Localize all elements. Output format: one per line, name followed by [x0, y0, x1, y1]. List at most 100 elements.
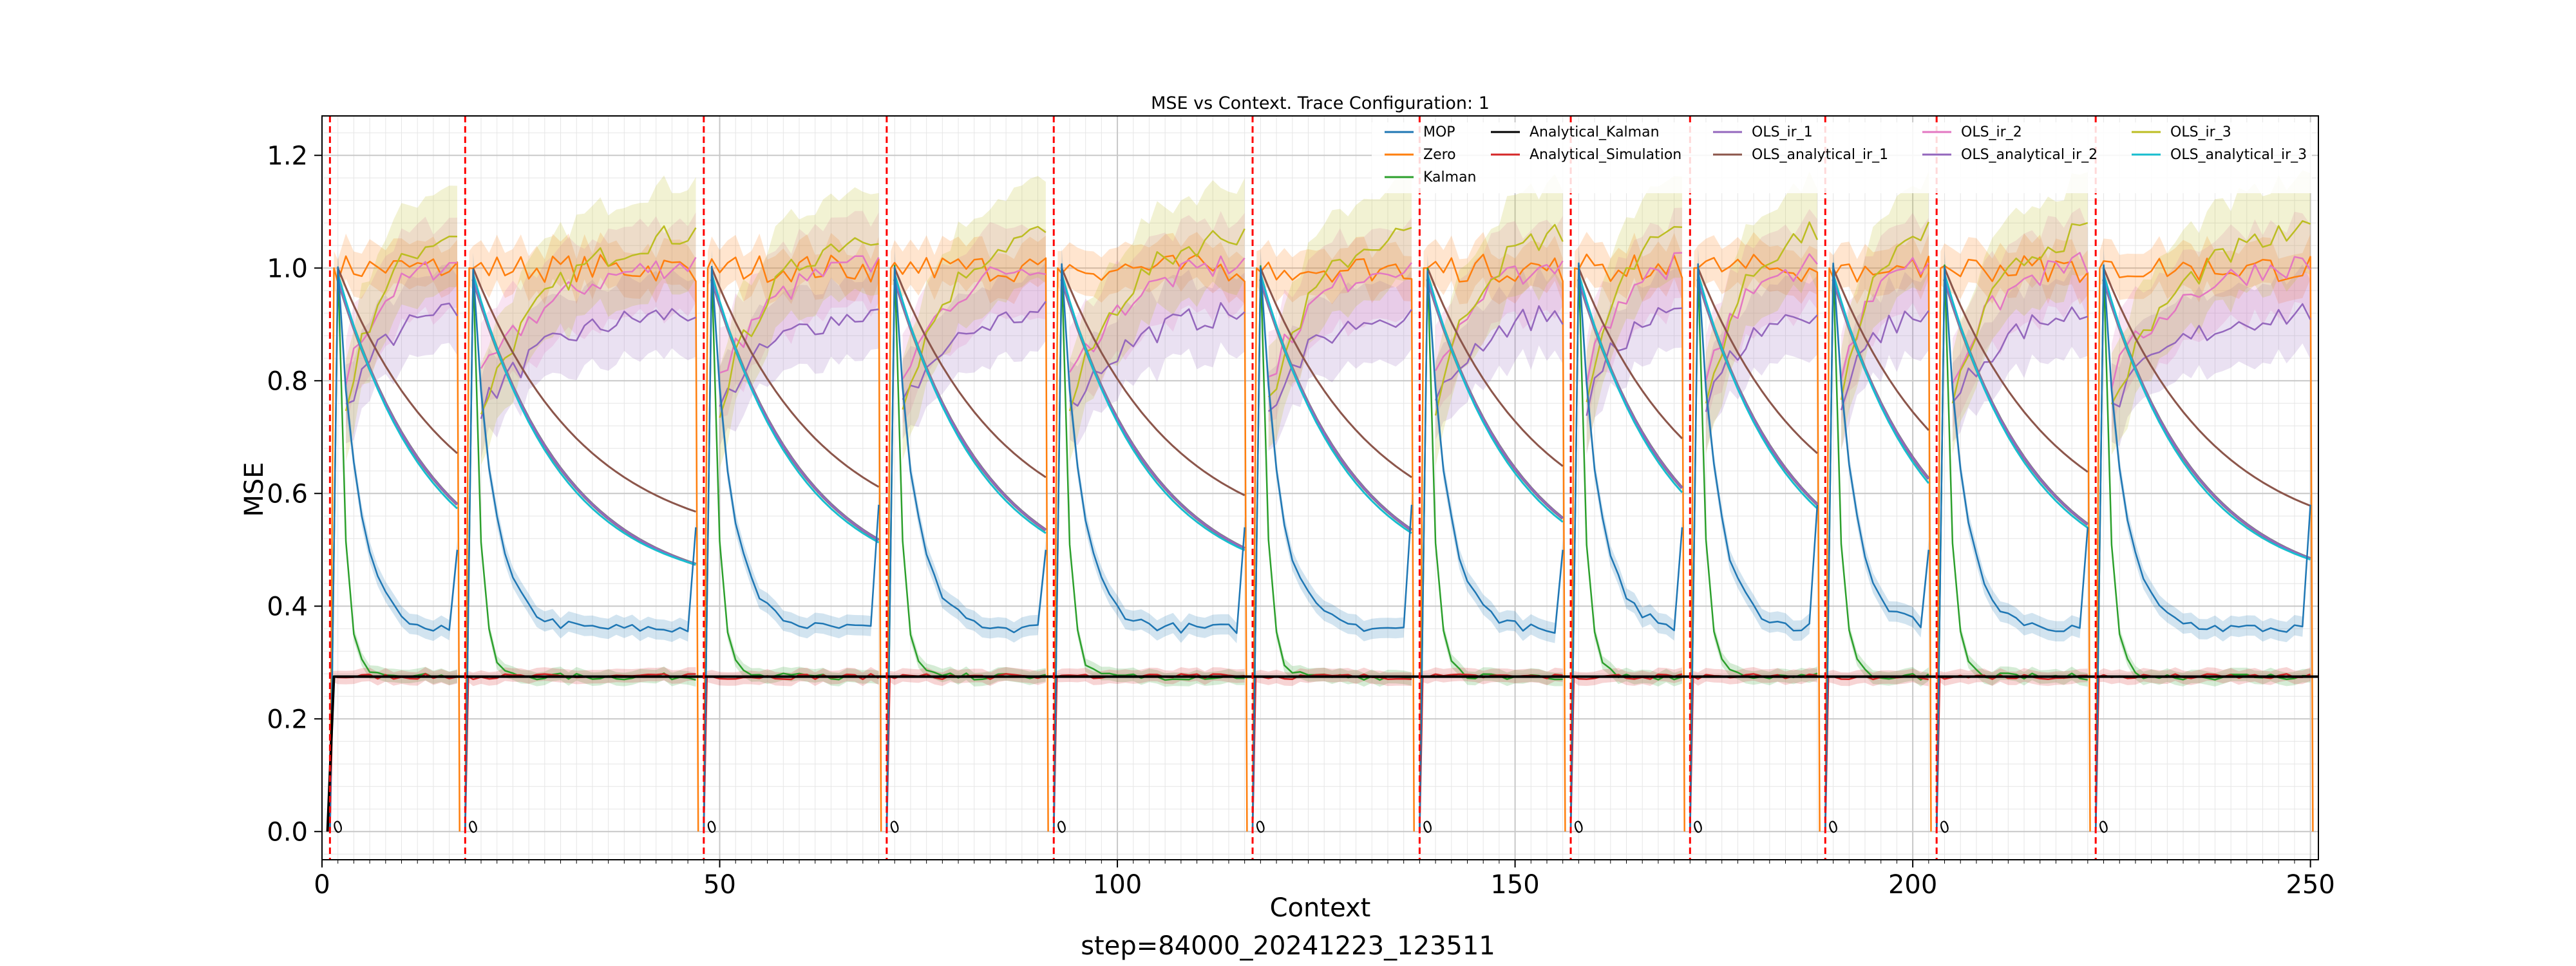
band-zero: [330, 233, 460, 832]
series-line-mop: [1935, 266, 2089, 832]
x-tick-label: 0: [314, 870, 330, 900]
legend-label-analytical-kalman: Analytical_Kalman: [1530, 124, 1660, 140]
series-line-ols-analytical-ir-3: [472, 273, 696, 566]
band-ols-ir-3: [1952, 172, 2088, 454]
x-tick-label: 50: [703, 870, 736, 900]
series-line-ols-ir-3: [1705, 221, 1819, 404]
series-line-zero: [2094, 256, 2314, 832]
series-line-mop: [1053, 263, 1245, 832]
legend-label-ols-ir-3: OLS_ir_3: [2170, 124, 2231, 140]
series-line-ols-analytical-ir-3: [1697, 273, 1818, 509]
x-tick-label: 100: [1093, 870, 1142, 900]
band-zero: [1690, 232, 1820, 832]
band-ols-ir-3: [719, 187, 879, 469]
major-gridlines: [322, 116, 2318, 860]
band-ols-ir-2: [1952, 207, 2088, 428]
series-line-ols-ir-1: [719, 308, 879, 407]
series-line-ols-ir-3: [2110, 220, 2311, 405]
series-line-ols-ir-1: [2111, 303, 2311, 408]
series-line-ols-ir-3: [1951, 222, 2088, 404]
series-line-ols-ir-3: [1840, 222, 1929, 401]
axis-ticks: 0 50 100 150 200 250 0.0 0.2 0.4 0.6 0.8 1.0 1.2: [267, 141, 2334, 900]
band-ols-ir-3: [346, 185, 457, 462]
y-tick-label: 0.0: [267, 817, 308, 847]
series-line-ols-ir-3: [1434, 223, 1564, 416]
series-line-zero: [1935, 255, 2091, 832]
series-line-mop: [1824, 262, 1930, 832]
series-line-zero: [329, 255, 460, 832]
series-line-ols-analytical-ir-1: [1426, 267, 1564, 467]
series-line-ols-analytical-ir-3: [710, 273, 880, 544]
band-ols-ir-1: [2111, 264, 2311, 446]
band-ols-ir-2: [1070, 211, 1245, 417]
series-line-ols-ir-3: [719, 237, 879, 418]
y-axis-label: MSE: [240, 462, 269, 516]
plot-frame: [321, 115, 2319, 860]
series-line-zero: [464, 254, 699, 832]
band-ols-ir-1: [346, 263, 457, 444]
figure-footer: step=84000_20241223_123511: [1081, 931, 1495, 961]
y-tick-label: 0.4: [267, 592, 308, 621]
band-mop: [703, 249, 879, 832]
series-line-mop: [329, 266, 459, 832]
band-analytical-simulation: [465, 667, 696, 832]
band-analytical-simulation: [1253, 667, 1412, 832]
series-line-ols-ir-2: [1586, 252, 1683, 385]
series-line-ols-analytical-ir-1: [2103, 267, 2311, 507]
band-ols-ir-3: [1706, 171, 1817, 454]
series-line-ols-analytical-ir-3: [1061, 273, 1245, 551]
series-line-ols-analytical-ir-1: [472, 267, 696, 513]
series-line-ols-analytical-ir-1: [893, 267, 1046, 478]
series-line-ols-analytical-ir-1: [337, 267, 459, 455]
series-line-ols-analytical-ir-1: [1944, 267, 2088, 473]
series-line-ols-analytical-ir-3: [1944, 273, 2088, 529]
series-line-ols-ir-1: [1434, 305, 1564, 401]
band-ols-ir-1: [1952, 267, 2088, 442]
series-line-ols-analytical-ir-3: [893, 273, 1046, 535]
x-axis-label: Context: [1270, 893, 1371, 923]
series-line-ols-ir-3: [480, 225, 697, 415]
legend-label-ols-analytical-ir-1: OLS_analytical_ir_1: [1752, 147, 1888, 163]
series-line-ols-ir-2: [345, 261, 458, 385]
legend-label-ols-analytical-ir-2: OLS_analytical_ir_2: [1961, 147, 2098, 163]
series-line-ols-analytical-ir-3: [1426, 273, 1564, 523]
legend: MOP Zero Kalman Analytical_Kalman Analytical…: [1372, 122, 2312, 193]
series-line-analytical-simulation: [703, 673, 880, 832]
x-tick-label: 200: [1888, 870, 1937, 900]
series-line-zero: [1053, 253, 1248, 832]
series-line-ols-analytical-ir-3: [1259, 273, 1412, 535]
y-tick-label: 0.2: [267, 705, 308, 734]
series-line-mop: [2094, 264, 2311, 832]
band-ols-ir-1: [719, 270, 879, 446]
series-line-zero: [1251, 258, 1415, 832]
series-line-ols-ir-1: [1840, 310, 1929, 411]
series-line-ols-ir-3: [1068, 228, 1245, 412]
band-ols-ir-2: [1268, 217, 1412, 422]
band-ols-ir-3: [902, 176, 1046, 460]
series-line-ols-analytical-ir-1: [1578, 267, 1683, 439]
series-line-zero: [1419, 253, 1566, 832]
legend-label-ols-ir-2: OLS_ir_2: [1961, 124, 2022, 140]
series-line-ols-analytical-ir-3: [1832, 273, 1929, 484]
series-line-ols-analytical-ir-1: [1697, 267, 1818, 455]
band-zero: [465, 232, 699, 832]
series-lines: [326, 220, 2318, 832]
chart-title: MSE vs Context. Trace Configuration: 1: [1151, 93, 1490, 113]
band-ols-ir-3: [1841, 171, 1929, 451]
series-line-zero: [886, 257, 1049, 832]
band-analytical-simulation: [330, 667, 457, 832]
series-line-ols-ir-3: [902, 225, 1046, 410]
series-line-ols-analytical-ir-1: [1832, 267, 1929, 431]
y-tick-label: 1.0: [267, 254, 308, 283]
series-line-mop: [1569, 262, 1683, 832]
band-ols-ir-2: [1706, 209, 1817, 426]
band-ols-ir-3: [1268, 176, 1412, 448]
legend-label-ols-analytical-ir-3: OLS_analytical_ir_3: [2170, 147, 2307, 163]
series-line-ols-ir-3: [1586, 225, 1683, 402]
band-ols-ir-2: [2111, 211, 2311, 435]
band-ols-ir-1: [1586, 268, 1682, 455]
band-ols-ir-1: [1070, 263, 1245, 446]
series-line-mop: [703, 265, 880, 832]
series-line-ols-ir-2: [2110, 256, 2311, 390]
